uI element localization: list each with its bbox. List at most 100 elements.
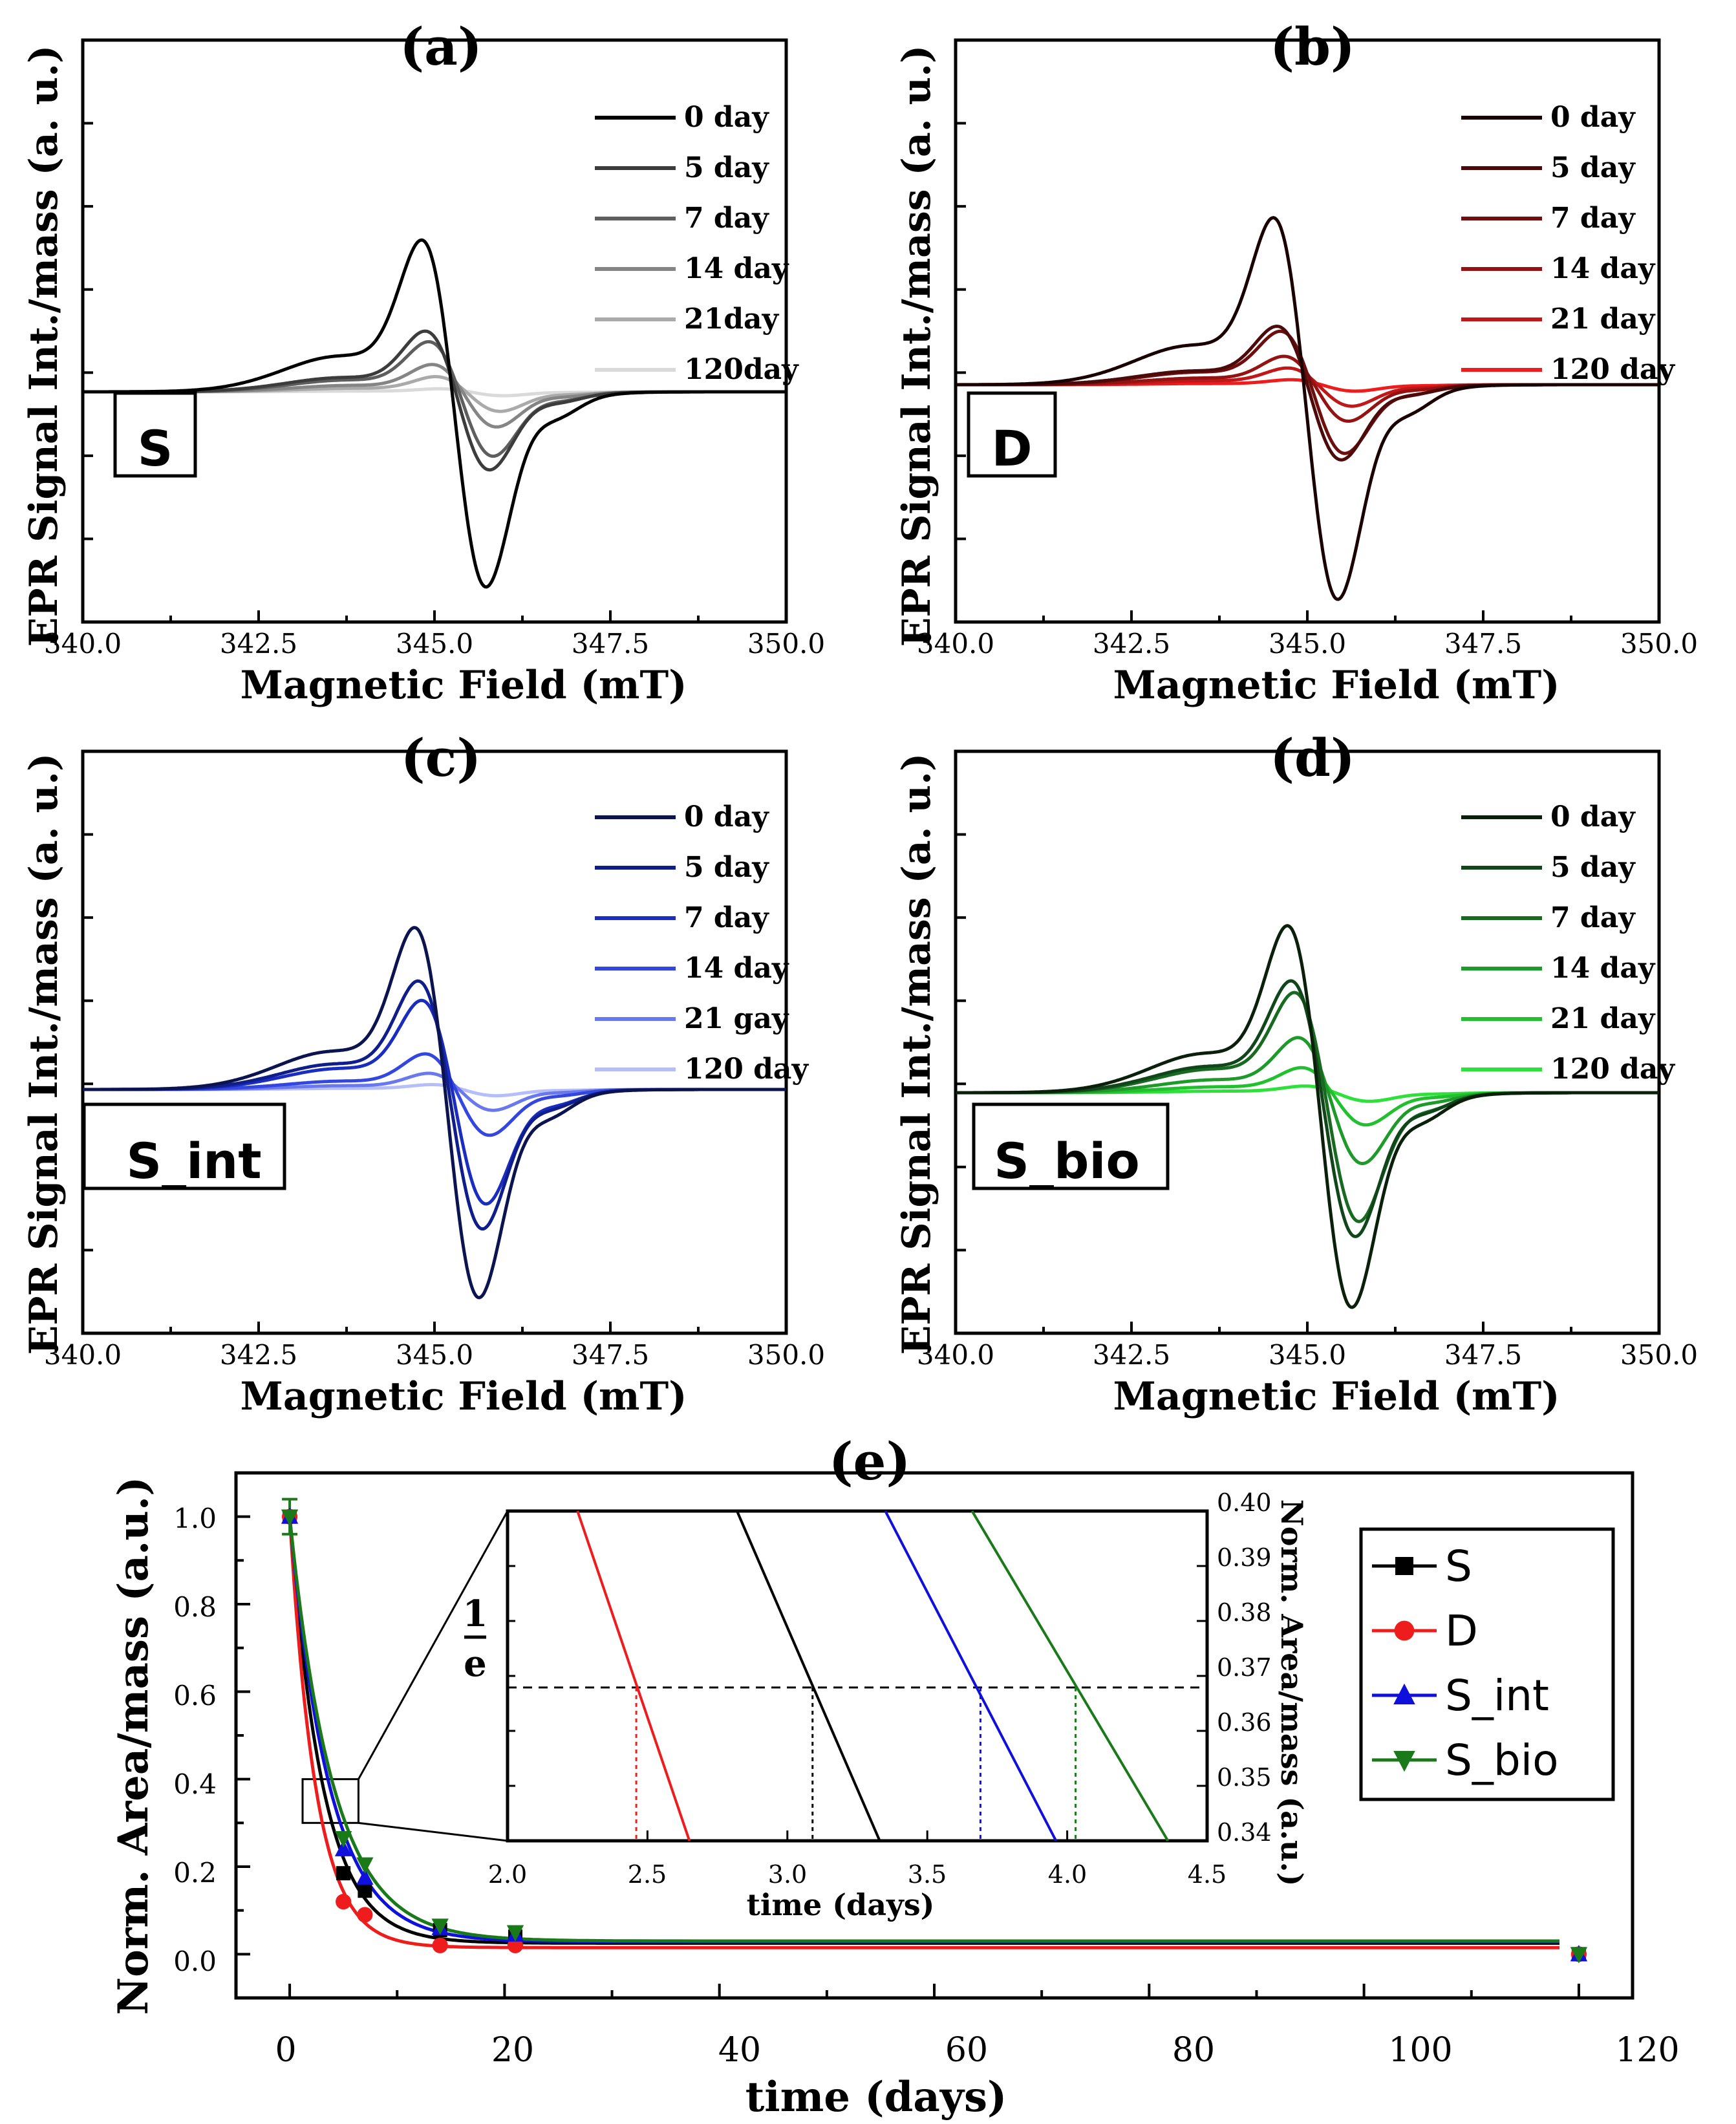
panel-d-xlabel: Magnetic Field (mT) <box>1113 1374 1559 1419</box>
x-tick-label: 345.0 <box>1269 628 1346 660</box>
x-tick-label: 340.0 <box>917 1339 994 1371</box>
x-tick-label: 342.5 <box>220 1339 297 1371</box>
spectrum-line-0-day <box>956 924 1659 1309</box>
x-tick-label: 350.0 <box>747 628 825 660</box>
inset-line-S_int <box>884 1510 1058 1841</box>
panel-c: (c) EPR Signal Int./mass (a. u.) Magneti… <box>21 727 825 1419</box>
x-tick-label: 20 <box>491 2031 534 2070</box>
legend-label: 0 day <box>1550 800 1636 833</box>
panel-e-ylabel: Norm. Area/mass (a.u.) <box>109 1477 158 2015</box>
legend-label: 5 day <box>684 151 769 184</box>
data-point <box>1394 1620 1415 1641</box>
legend-label: 21 day <box>1550 1002 1656 1035</box>
data-point <box>358 1883 372 1898</box>
zoom-connector <box>358 1510 509 1780</box>
y-tick-label: 1.0 <box>173 1503 217 1534</box>
x-tick-label: 342.5 <box>220 628 297 660</box>
data-point <box>1395 1557 1413 1575</box>
panel-e-legend: S D S_int S_bio <box>1445 1541 1559 1785</box>
panel-e-xlabel: time (days) <box>745 2073 1007 2121</box>
panel-b-title: (b) <box>1270 16 1355 77</box>
legend-label: 0 day <box>684 800 769 833</box>
panel-b-xtick-labels: 340.0 342.5 345.0 347.5 350.0 <box>917 628 1698 660</box>
legend-label: 120day <box>684 353 799 386</box>
data-point <box>1570 1947 1588 1964</box>
legend-label: 14 day <box>684 252 789 285</box>
x-tick-label: 340.0 <box>44 628 122 660</box>
legend-label: 7 day <box>1550 901 1636 934</box>
inset-one-over-e-denominator: e <box>464 1642 487 1685</box>
legend-label: 14 day <box>1550 952 1656 985</box>
data-point <box>1393 1683 1415 1704</box>
panel-d-sample-label: S_bio <box>994 1132 1139 1190</box>
y-tick-label: 0.8 <box>173 1591 217 1623</box>
panel-e-ytick-labels: 0.0 0.2 0.4 0.6 0.8 1.0 <box>173 1503 217 1977</box>
panel-c-xtick-labels: 340.0 342.5 345.0 347.5 350.0 <box>44 1339 825 1371</box>
legend-label: 0 day <box>1550 101 1636 134</box>
inset-x-tick-label: 2.5 <box>628 1860 667 1889</box>
panel-a-xlabel: Magnetic Field (mT) <box>240 663 687 708</box>
x-tick-label: 340.0 <box>44 1339 122 1371</box>
panel-d-ylabel: EPR Signal Int./mass (a. u.) <box>894 753 939 1355</box>
inset-x-tick-label: 3.0 <box>768 1860 807 1889</box>
legend-label: 7 day <box>684 901 769 934</box>
fit-curve-S_bio <box>288 1516 1559 1943</box>
legend-label: 14 day <box>1550 252 1656 285</box>
data-point <box>357 1907 373 1923</box>
panel-c-sample-label: S_int <box>126 1132 261 1190</box>
sample-label-box <box>967 391 1057 478</box>
data-point <box>356 1857 374 1874</box>
legend-label: S_bio <box>1445 1735 1559 1785</box>
legend-label: 7 day <box>684 202 769 235</box>
panel-b-legend: 0 day 5 day 7 day 14 day 21 day 120 day <box>1550 101 1675 386</box>
data-point <box>1393 1751 1415 1772</box>
x-tick-label: 347.5 <box>572 628 649 660</box>
panel-a: (a) EPR Signal Int./mass (a. u.) Magneti… <box>21 16 825 708</box>
data-point <box>506 1925 524 1942</box>
x-tick-label: 347.5 <box>1444 1339 1522 1371</box>
data-point <box>431 1918 449 1935</box>
data-point <box>356 1868 374 1885</box>
x-tick-label: 345.0 <box>396 1339 473 1371</box>
legend-label: 5 day <box>1550 151 1636 184</box>
data-point <box>336 1894 352 1910</box>
panel-a-sample-label: S <box>138 420 173 477</box>
x-tick-label: 345.0 <box>1269 1339 1346 1371</box>
panel-e-xtick-labels: 0 20 40 60 80 100 120 <box>275 2031 1679 2070</box>
inset-y-tick-label: 0.40 <box>1217 1488 1272 1517</box>
legend-label: D <box>1445 1606 1478 1656</box>
y-tick-label: 0.4 <box>173 1768 217 1800</box>
y-tick-label: 0.6 <box>173 1680 217 1711</box>
inset-y-tick-label: 0.36 <box>1217 1708 1272 1737</box>
panel-a-ylabel: EPR Signal Int./mass (a. u.) <box>21 45 67 647</box>
panel-b-xlabel: Magnetic Field (mT) <box>1113 663 1559 708</box>
x-tick-label: 347.5 <box>1444 628 1522 660</box>
data-point <box>334 1840 352 1856</box>
zoom-connector <box>358 1821 508 1842</box>
panel-d-title: (d) <box>1270 727 1355 788</box>
panel-b-sample-label: D <box>991 420 1032 477</box>
legend-label: 14 day <box>684 952 789 985</box>
inset-ylabel: Norm. Area/mass (a.u.) <box>1274 1499 1309 1887</box>
x-tick-label: 0 <box>275 2031 296 2070</box>
inset-line-S_bio <box>970 1510 1170 1842</box>
data-point <box>281 1509 299 1526</box>
inset-x-tick-label: 4.0 <box>1048 1860 1087 1889</box>
panel-b-ylabel: EPR Signal Int./mass (a. u.) <box>894 45 939 647</box>
legend-label: 7 day <box>1550 202 1636 235</box>
legend-label: 120 day <box>1550 1053 1675 1086</box>
x-tick-label: 350.0 <box>1620 1339 1698 1371</box>
x-tick-label: 350.0 <box>747 1339 825 1371</box>
panel-c-ylabel: EPR Signal Int./mass (a. u.) <box>21 753 67 1355</box>
inset-x-tick-label: 2.0 <box>488 1860 527 1889</box>
inset-y-tick-label: 0.38 <box>1217 1598 1272 1627</box>
spectrum-line-0-day <box>956 216 1659 601</box>
panel-a-xtick-labels: 340.0 342.5 345.0 347.5 350.0 <box>44 628 825 660</box>
data-point <box>334 1831 352 1848</box>
panel-a-legend: 0 day 5 day 7 day 14 day 21day 120day <box>684 101 799 386</box>
legend-label: 5 day <box>1550 851 1636 884</box>
inset-x-tick-label: 3.5 <box>908 1860 947 1889</box>
legend-label: S <box>1445 1541 1472 1591</box>
sample-label-box <box>113 391 197 478</box>
